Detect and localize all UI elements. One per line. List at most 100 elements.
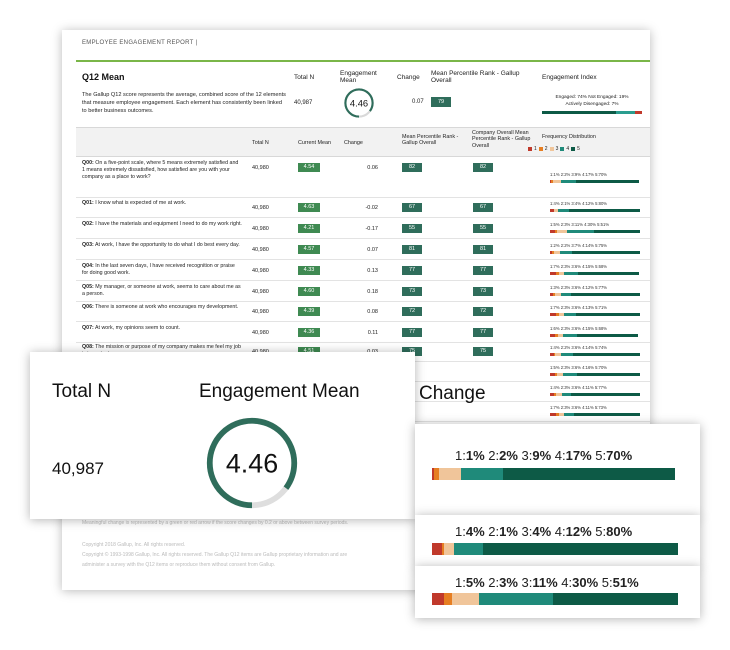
callout-frequency-segment-4 [453, 543, 484, 555]
header-divider [76, 60, 650, 62]
row-company-percentile: 82 [473, 163, 493, 172]
question-id: Q04: [82, 263, 94, 269]
footnote-copyright-detail: Copyright © 1993-1998 Gallup, Inc. All r… [82, 552, 348, 558]
legend-label-5: 5 [577, 146, 580, 152]
row-frequency-segment-1 [550, 209, 554, 212]
question-text: Q06: There is someone at work who encour… [82, 304, 242, 311]
row-company-percentile: 72 [473, 307, 493, 316]
engagement-index-bar [542, 111, 642, 114]
row-frequency-segment-2 [551, 251, 554, 254]
callout-frequency-segment-2 [444, 593, 452, 605]
row-frequency-text: 1:7% 2:3% 3:6% 4:13% 5:71% [550, 305, 608, 310]
row-frequency-text: 1:3% 2:3% 3:6% 4:12% 5:77% [550, 285, 608, 290]
row-frequency-text: 1:7% 2:3% 3:6% 4:15% 5:68% [550, 264, 608, 269]
row-frequency-bar [550, 293, 640, 296]
row-change: -0.17 [365, 226, 378, 232]
summary-header-total-n: Total N [294, 74, 315, 81]
row-frequency-segment-2 [553, 209, 555, 212]
row-total-n: 40,980 [252, 268, 269, 274]
row-frequency-segment-1 [550, 272, 557, 275]
row-change: 0.06 [367, 165, 378, 171]
row-frequency-segment-4 [564, 413, 575, 416]
table-row: Q04: In the last seven days, I have rece… [76, 261, 650, 281]
callout-frequency-segment-3 [444, 543, 454, 555]
callout-engagement-mean-value: 4.46 [226, 449, 278, 479]
row-frequency-bar [550, 353, 640, 356]
row-frequency-segment-3 [555, 353, 561, 356]
col-mean-percentile: Mean Percentile Rank - Gallup Overall [402, 134, 459, 147]
table-row: Q00: On a five-point scale, where 5 mean… [76, 158, 650, 198]
row-frequency-bar [550, 272, 640, 275]
row-frequency-segment-5 [573, 353, 640, 356]
row-company-percentile: 77 [473, 266, 493, 275]
row-mean-percentile: 67 [402, 203, 422, 212]
frequency-percent: 4% [532, 524, 552, 539]
row-frequency-segment-2 [556, 272, 559, 275]
row-frequency-text: 1:7% 2:3% 3:6% 4:11% 5:73% [550, 405, 607, 410]
engagement-index-segment-3 [635, 111, 642, 114]
frequency-callout-card-1: 1:1% 2:2% 3:9% 4:17% 5:70% [415, 424, 700, 517]
frequency-score: 4: [551, 448, 566, 463]
frequency-percent: 1% [465, 448, 485, 463]
question-body: At work, my opinions seem to count. [94, 325, 181, 331]
table-row: Q01: I know what is expected of me at wo… [76, 198, 650, 218]
row-company-percentile: 81 [473, 245, 493, 254]
row-current-mean: 4.63 [298, 203, 320, 212]
row-frequency-bar [550, 251, 640, 254]
row-frequency-segment-1 [550, 393, 554, 396]
row-total-n: 40,980 [252, 247, 269, 253]
row-frequency-segment-5 [576, 334, 639, 337]
engagement-index-segment-1 [542, 111, 616, 114]
callout-frequency-segment-1 [432, 593, 445, 605]
frequency-score: 4: [551, 524, 566, 539]
row-frequency-bar [550, 313, 640, 316]
frequency-callout-bar-2 [432, 543, 678, 555]
row-current-mean: 4.60 [298, 287, 320, 296]
summary-header-percentile: Mean Percentile Rank - Gallup Overall [431, 70, 520, 85]
frequency-score: 5: [598, 575, 613, 590]
engagement-gauge-icon: 4.46 [206, 417, 298, 509]
row-frequency-segment-4 [567, 230, 595, 233]
legend-swatch-4 [560, 147, 565, 151]
summary-header-change: Change [397, 74, 420, 81]
frequency-percent: 3% [499, 575, 518, 590]
mini-gauge-value: 4.46 [350, 98, 368, 108]
question-id: Q02: [82, 221, 94, 227]
row-frequency-segment-2 [553, 393, 557, 396]
row-frequency-segment-5 [568, 209, 640, 212]
table-row: Q05: My manager, or someone at work, see… [76, 282, 650, 302]
row-frequency-segment-5 [577, 272, 640, 275]
frequency-score: 5: [591, 448, 607, 463]
legend-swatch-5 [571, 147, 576, 151]
col-company-overall: Company Overall Mean Percentile Rank - G… [472, 130, 531, 149]
callout-frequency-segment-3 [439, 468, 462, 480]
q12-title: Q12 Mean [82, 72, 125, 82]
frequency-percent: 2% [499, 448, 518, 463]
row-mean-percentile: 81 [402, 245, 422, 254]
frequency-callout-card-2: 1:4% 2:1% 3:4% 4:12% 5:80% [415, 515, 700, 567]
q12-description: The Gallup Q12 score represents the aver… [82, 92, 286, 115]
frequency-score: 4: [557, 575, 573, 590]
row-frequency-segment-2 [555, 334, 559, 337]
row-frequency-bar [550, 180, 640, 183]
frequency-score: 2: [484, 575, 500, 590]
row-change: -0.02 [365, 205, 378, 211]
summary-header-engagement-mean: Engagement Mean [340, 70, 377, 85]
row-frequency-segment-3 [558, 413, 565, 416]
row-company-percentile: 77 [473, 328, 493, 337]
row-frequency-segment-5 [571, 393, 640, 396]
row-change: 0.08 [367, 309, 378, 315]
row-frequency-segment-3 [558, 313, 565, 316]
row-frequency-segment-2 [556, 413, 559, 416]
row-mean-percentile: 75 [402, 347, 422, 356]
row-frequency-segment-1 [550, 251, 552, 254]
row-total-n: 40,980 [252, 226, 269, 232]
row-frequency-segment-4 [564, 313, 577, 316]
callout-frequency-segment-1 [432, 543, 442, 555]
row-frequency-segment-1 [550, 334, 556, 337]
row-frequency-text: 1:5% 2:3% 3:11% 4:30% 5:51% [550, 222, 610, 227]
frequency-percent: 12% [565, 524, 592, 539]
col-frequency: Frequency Distribution [542, 134, 596, 140]
frequency-legend: 1 2 3 4 5 [528, 146, 580, 152]
question-id: Q00: [82, 160, 94, 166]
